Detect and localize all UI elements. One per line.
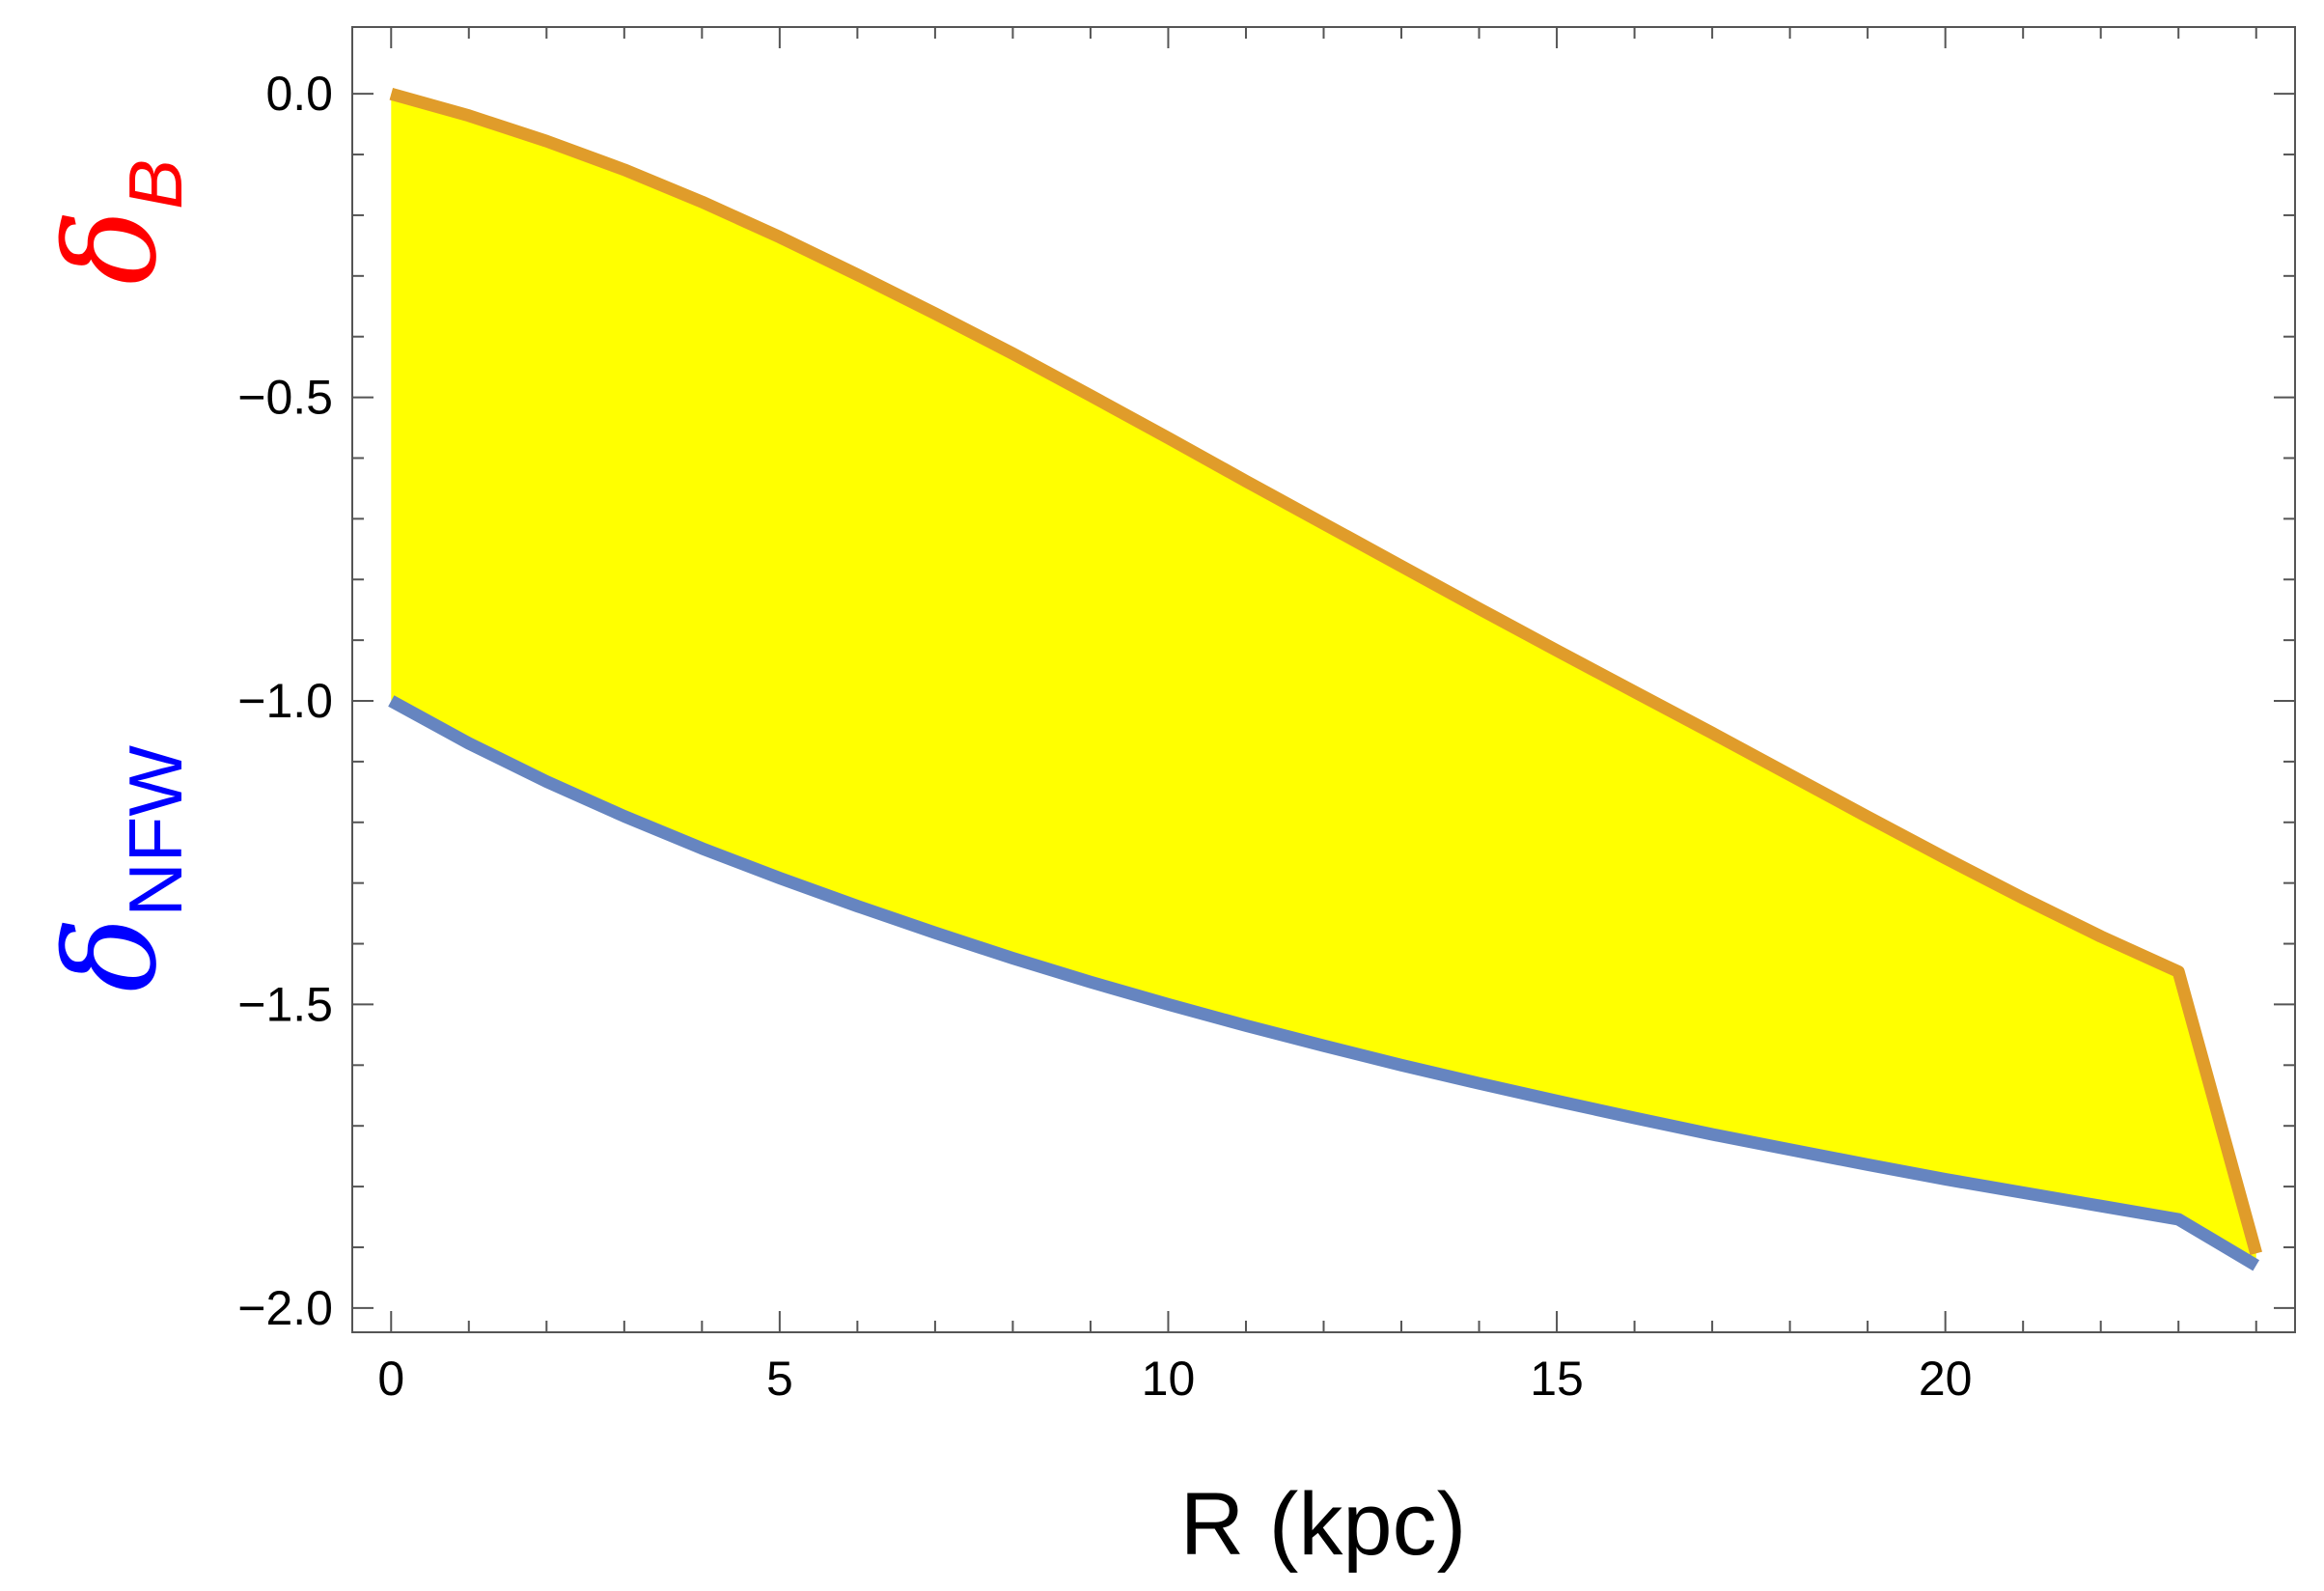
x-tick-label: 15 (1530, 1352, 1584, 1406)
x-tick-label: 5 (766, 1352, 793, 1406)
tick-layer (352, 27, 2295, 1332)
x-tick-label: 0 (377, 1352, 404, 1406)
y-tick-label: 0.0 (265, 67, 333, 121)
y-axis-label-delta-b: δB (38, 159, 198, 285)
y-axis-label-delta-b-subscript: B (113, 159, 198, 209)
x-axis-label: R (kpc) (1180, 1475, 1466, 1574)
y-axis-label-delta-nfw-subscript: NFW (113, 745, 198, 917)
y-tick-label: −0.5 (237, 371, 333, 425)
y-axis-label: δB δNFW (38, 159, 198, 992)
series-line-1 (388, 695, 2260, 1271)
y-axis-label-delta-b-symbol: δ (38, 209, 184, 285)
fill-region-layer (391, 94, 2256, 1266)
series-line-0 (389, 87, 2262, 1256)
y-axis-label-delta-nfw: δNFW (38, 745, 198, 992)
y-tick-label: −2.0 (237, 1281, 333, 1335)
y-axis-label-delta-nfw-symbol: δ (38, 917, 184, 992)
y-tick-label: −1.5 (237, 977, 333, 1031)
fill-region (391, 94, 2256, 1266)
series-layer (388, 87, 2262, 1271)
x-tick-label: 20 (1919, 1352, 1973, 1406)
tick-label-layer: 0 5 10 15 20 0.0 −0.5 −1.0 −1.5 −2.0 (237, 67, 1972, 1406)
y-tick-label: −1.0 (237, 674, 333, 728)
x-tick-label: 10 (1142, 1352, 1196, 1406)
